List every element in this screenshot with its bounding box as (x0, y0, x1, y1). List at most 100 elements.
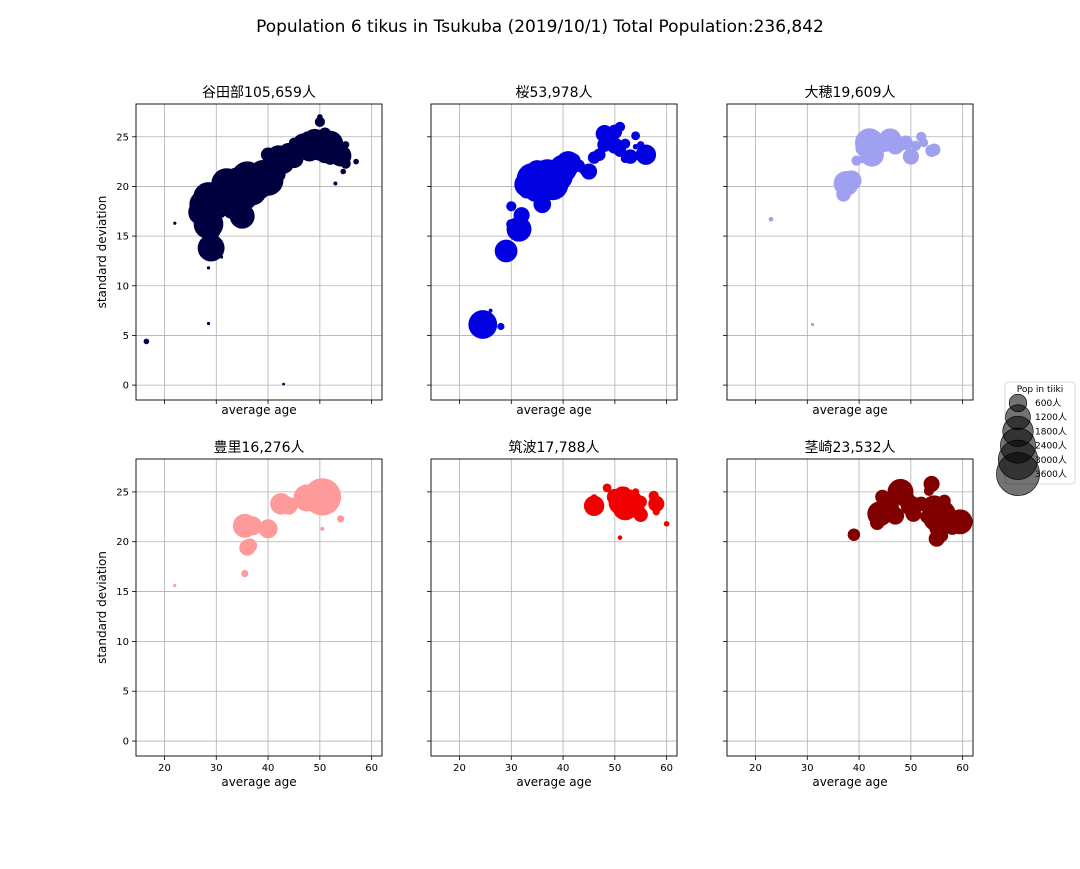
scatter-point (317, 114, 323, 120)
y-axis-label: standard deviation (95, 196, 109, 309)
scatter-point (919, 138, 929, 148)
x-tick-label: 50 (608, 763, 621, 774)
scatter-point (320, 526, 325, 531)
scatter-point (602, 483, 612, 493)
y-tick-label: 0 (123, 737, 129, 748)
x-tick-label: 40 (557, 763, 570, 774)
y-tick-label: 25 (116, 132, 129, 143)
y-tick-label: 15 (116, 232, 129, 243)
x-axis-label: average age (516, 775, 591, 789)
y-tick-label: 5 (123, 331, 129, 342)
subplot-title: 谷田部105,659人 (202, 85, 316, 101)
legend-label: 1200人 (1035, 412, 1067, 423)
scatter-point (635, 144, 657, 165)
scatter-point (506, 216, 532, 242)
scatter-point (282, 382, 285, 386)
scatter-point (314, 116, 325, 127)
subplot-2: 桜53,978人 average age (427, 85, 678, 417)
scatter-point (652, 508, 660, 516)
scatter-point (620, 154, 630, 164)
subplot-title: 茎崎23,532人 (805, 440, 896, 456)
scatter-point (311, 131, 319, 139)
x-tick-label: 30 (505, 763, 518, 774)
scatter-point (617, 535, 623, 540)
scatter-point (513, 207, 530, 224)
scatter-point (353, 158, 359, 165)
scatter-point (242, 516, 263, 536)
scatter-point (648, 495, 665, 512)
scatter-point (525, 160, 549, 183)
scatter-point (468, 310, 498, 339)
y-tick-label: 25 (116, 487, 129, 498)
y-tick-label: 5 (123, 687, 129, 698)
axes-frame (430, 458, 678, 757)
axes-frame (726, 103, 974, 401)
x-tick-label: 40 (262, 763, 275, 774)
x-tick-label: 20 (453, 763, 466, 774)
scatter-point (342, 141, 350, 149)
scatter-point (206, 321, 211, 326)
subplot-5: 20 30 40 50 60 筑波17,788人 average age (427, 440, 678, 789)
scatter-point (279, 496, 298, 515)
scatter-point (302, 131, 312, 141)
y-tick-label: 20 (116, 537, 129, 548)
scatter-point (333, 181, 338, 186)
scatter-point (938, 494, 951, 508)
legend-title: Pop in tiiki (1017, 385, 1064, 395)
subplot-title: 桜53,978人 (516, 85, 593, 101)
subplot-6: 20 30 40 50 60 茎崎23,532人 average age (723, 440, 974, 789)
y-tick-label: 20 (116, 182, 129, 193)
x-tick-label: 20 (158, 763, 171, 774)
scatter-point (222, 199, 242, 219)
scatter-point (323, 152, 337, 165)
scatter-point (663, 521, 670, 527)
scatter-point (318, 127, 332, 141)
scatter-point (632, 488, 640, 496)
scatter-points (173, 478, 345, 588)
axes-frame (726, 458, 974, 757)
scatter-point (637, 141, 645, 149)
scatter-point (288, 137, 300, 148)
scatter-point (810, 322, 815, 327)
x-tick-label: 60 (660, 763, 673, 774)
scatter-point (590, 494, 598, 502)
scatter-points (583, 483, 670, 540)
legend-label: 600人 (1035, 398, 1061, 409)
scatter-point (303, 478, 342, 516)
scatter-points (468, 121, 657, 339)
axes-frame (135, 103, 383, 401)
legend-marker (996, 452, 1040, 496)
scatter-point (173, 583, 177, 588)
subplot-title: 筑波17,788人 (509, 440, 600, 456)
x-tick-label: 60 (956, 763, 969, 774)
scatter-point (201, 220, 221, 240)
scatter-point (497, 322, 505, 331)
x-axis-label: average age (812, 403, 887, 417)
figure-title: Population 6 tikus in Tsukuba (2019/10/1… (256, 17, 824, 37)
scatter-point (910, 140, 922, 151)
scatter-point (632, 143, 639, 150)
x-axis-label: average age (516, 403, 591, 417)
scatter-point (583, 495, 605, 516)
scatter-point (847, 528, 861, 541)
scatter-point (260, 147, 276, 162)
x-tick-label: 20 (749, 763, 762, 774)
x-tick-label: 50 (904, 763, 917, 774)
x-axis-label: average age (221, 775, 296, 789)
scatter-point (898, 135, 913, 150)
scatter-point (580, 163, 598, 180)
scatter-point (488, 308, 493, 313)
scatter-point (340, 158, 351, 169)
scatter-point (902, 148, 919, 165)
scatter-point (197, 234, 225, 262)
scatter-point (768, 216, 774, 222)
x-tick-label: 30 (801, 763, 814, 774)
legend-label: 3000人 (1035, 455, 1067, 466)
legend-label: 3600人 (1035, 469, 1067, 480)
scatter-points (143, 114, 359, 386)
legend-label: 1800人 (1035, 426, 1067, 437)
scatter-point (518, 182, 535, 199)
subplot-title: 豊里16,276人 (214, 440, 305, 456)
legend-label: 2400人 (1035, 441, 1067, 452)
